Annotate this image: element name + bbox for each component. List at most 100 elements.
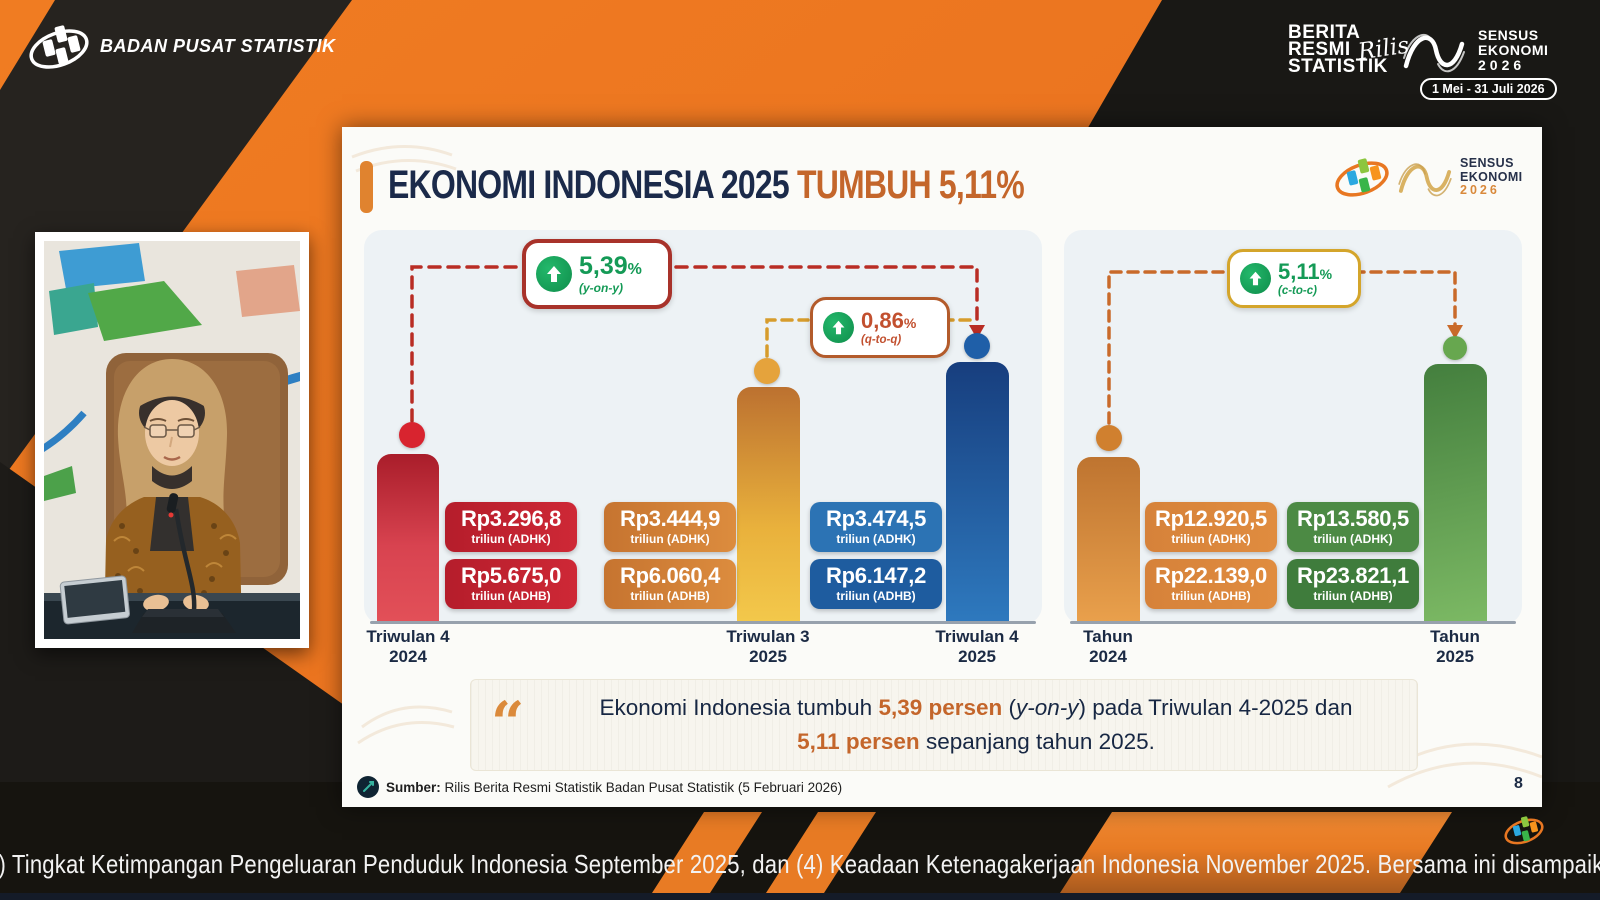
yoy-percent-sign: % bbox=[627, 260, 642, 278]
quote-icon: “ bbox=[491, 689, 525, 757]
sensus-ekonomi-label: SENSUS EKONOMI 2026 bbox=[1478, 28, 1548, 73]
news-ticker: 3) Tingkat Ketimpangan Pengeluaran Pendu… bbox=[0, 849, 1600, 879]
quote-text: Ekonomi Indonesia tumbuh 5,39 persen (y-… bbox=[551, 691, 1401, 759]
axis-label-line2: 2024 bbox=[389, 647, 427, 666]
gdp-bar-q3-2025 bbox=[737, 387, 800, 622]
berita-line2: RESMI bbox=[1288, 39, 1351, 60]
yoy-basis: (y-on-y) bbox=[579, 280, 623, 295]
dot-q4-2025 bbox=[964, 333, 990, 359]
value-box-adhk-2025: Rp13.580,5 triliun (ADHK) bbox=[1287, 502, 1419, 552]
adhk-unit: triliun (ADHK) bbox=[471, 532, 551, 546]
title-growth: TUMBUH 5,11% bbox=[796, 163, 1025, 207]
sensus-line2: EKONOMI bbox=[1478, 42, 1549, 58]
corner-sensus-label: SENSUS EKONOMI 2026 bbox=[1460, 156, 1523, 198]
quote-panel: “ Ekonomi Indonesia tumbuh 5,39 persen (… bbox=[470, 679, 1418, 771]
qtq-basis: (q-to-q) bbox=[861, 333, 902, 346]
value-box-adhb-q4-2025: Rp6.147,2 triliun (ADHB) bbox=[810, 559, 942, 609]
qtq-value: 0,86 bbox=[861, 307, 904, 333]
quote-seg1: Ekonomi Indonesia tumbuh bbox=[599, 695, 873, 720]
quarterly-baseline bbox=[370, 621, 1036, 624]
yoy-value: 5,39 bbox=[579, 251, 628, 280]
adhk-value: Rp12.920,5 bbox=[1155, 506, 1267, 531]
axis-label-line1: Tahun bbox=[1083, 627, 1133, 646]
source-label: Sumber: bbox=[386, 780, 441, 795]
adhb-unit: triliun (ADHB) bbox=[836, 589, 916, 603]
dot-q4-2024 bbox=[399, 422, 425, 448]
corner-sensus-line1: SENSUS bbox=[1460, 156, 1514, 170]
quote-highlight-1: 5,39 persen bbox=[872, 695, 1003, 720]
ctc-percent-sign: % bbox=[1319, 265, 1333, 282]
sensus-ribbon-icon-white bbox=[1403, 34, 1465, 73]
bps-logo-color bbox=[1335, 158, 1389, 197]
sensus-line3: 2026 bbox=[1478, 57, 1526, 73]
annual-baseline bbox=[1070, 621, 1516, 624]
value-box-adhk-q4-2025: Rp3.474,5 triliun (ADHK) bbox=[810, 502, 942, 552]
adhk-unit: triliun (ADHK) bbox=[630, 532, 710, 546]
axis-label-line2: 2024 bbox=[1089, 647, 1127, 666]
adhk-value: Rp13.580,5 bbox=[1297, 506, 1409, 531]
axis-label-q4-2025: Triwulan 4 2025 bbox=[907, 627, 1047, 667]
value-box-adhk-q4-2024: Rp3.296,8 triliun (ADHK) bbox=[445, 502, 577, 552]
growth-badge-yoy: 5,39 % (y-on-y) bbox=[522, 239, 672, 309]
berita-resmi-statistik-title: BERITA RESMI STATISTIK bbox=[1288, 22, 1388, 77]
source-text: Rilis Berita Resmi Statistik Badan Pusat… bbox=[440, 780, 843, 795]
axis-label-2025: Tahun 2025 bbox=[1385, 627, 1525, 667]
title-accent-bar bbox=[360, 161, 373, 213]
adhk-unit: triliun (ADHK) bbox=[1171, 532, 1251, 546]
page-number: 8 bbox=[1514, 775, 1523, 792]
up-arrow-icon bbox=[823, 312, 854, 343]
title-main: EKONOMI INDONESIA 2025 bbox=[388, 163, 797, 207]
value-box-adhb-2024: Rp22.139,0 triliun (ADHB) bbox=[1145, 559, 1277, 609]
axis-label-q4-2024: Triwulan 4 2024 bbox=[338, 627, 478, 667]
sensus-ribbon-icon-gold bbox=[1398, 163, 1452, 197]
ctc-value: 5,11 bbox=[1278, 258, 1320, 284]
growth-badge-qtq: 0,86 % (q-to-q) bbox=[810, 297, 950, 358]
adhb-value: Rp22.139,0 bbox=[1155, 563, 1267, 588]
agency-name: BADAN PUSAT STATISTIK bbox=[100, 36, 336, 56]
corner-sensus-line3: 2026 bbox=[1460, 183, 1500, 197]
gdp-bar-2025 bbox=[1424, 364, 1487, 622]
berita-line1: BERITA bbox=[1288, 22, 1361, 43]
quote-seg2: ( bbox=[1002, 695, 1017, 720]
axis-label-q3-2025: Triwulan 3 2025 bbox=[698, 627, 838, 667]
date-range-badge: 1 Mei - 31 Juli 2026 bbox=[1420, 78, 1557, 100]
adhb-value: Rp6.060,4 bbox=[619, 563, 721, 588]
up-arrow-icon bbox=[536, 256, 572, 292]
value-box-adhb-q3-2025: Rp6.060,4 triliun (ADHB) bbox=[604, 559, 736, 609]
adhk-value: Rp3.444,9 bbox=[619, 506, 721, 531]
axis-label-line1: Triwulan 4 bbox=[366, 627, 450, 646]
ctc-basis: (c-to-c) bbox=[1278, 284, 1317, 297]
dot-2025 bbox=[1443, 336, 1467, 360]
corner-sensus-line2: EKONOMI bbox=[1460, 169, 1523, 184]
quote-seg3: ) pada Triwulan 4-2025 dan bbox=[1078, 695, 1353, 720]
value-box-adhb-q4-2024: Rp5.675,0 triliun (ADHB) bbox=[445, 559, 577, 609]
adhk-unit: triliun (ADHK) bbox=[1313, 532, 1393, 546]
page-title: EKONOMI INDONESIA 2025 TUMBUH 5,11% bbox=[388, 163, 1025, 208]
axis-label-line2: 2025 bbox=[958, 647, 996, 666]
qtq-percent-sign: % bbox=[903, 314, 917, 331]
axis-label-line2: 2025 bbox=[1436, 647, 1474, 666]
adhb-unit: triliun (ADHB) bbox=[1171, 589, 1251, 603]
gdp-bar-q4-2024 bbox=[377, 454, 439, 622]
adhb-value: Rp23.821,1 bbox=[1297, 563, 1409, 588]
value-box-adhb-2025: Rp23.821,1 triliun (ADHB) bbox=[1287, 559, 1419, 609]
value-box-adhk-2024: Rp12.920,5 triliun (ADHK) bbox=[1145, 502, 1277, 552]
link-icon bbox=[357, 776, 379, 798]
bps-logo-mini bbox=[1504, 816, 1544, 845]
adhk-value: Rp3.474,5 bbox=[825, 506, 927, 531]
dot-2024 bbox=[1096, 425, 1122, 451]
presenter-video bbox=[35, 232, 309, 648]
quote-highlight-2: 5,11 persen bbox=[797, 729, 920, 754]
berita-line3: STATISTIK bbox=[1288, 56, 1388, 77]
adhb-unit: triliun (ADHB) bbox=[471, 589, 551, 603]
growth-badge-ctc: 5,11 % (c-to-c) bbox=[1227, 249, 1361, 308]
axis-label-2024: Tahun 2024 bbox=[1038, 627, 1178, 667]
axis-label-line1: Triwulan 3 bbox=[726, 627, 810, 646]
value-box-adhk-q3-2025: Rp3.444,9 triliun (ADHK) bbox=[604, 502, 736, 552]
adhb-value: Rp5.675,0 bbox=[460, 563, 562, 588]
adhk-value: Rp3.296,8 bbox=[460, 506, 562, 531]
gdp-bar-q4-2025 bbox=[946, 362, 1009, 622]
quote-seg4: sepanjang tahun 2025. bbox=[919, 729, 1155, 754]
up-arrow-icon bbox=[1240, 263, 1271, 294]
